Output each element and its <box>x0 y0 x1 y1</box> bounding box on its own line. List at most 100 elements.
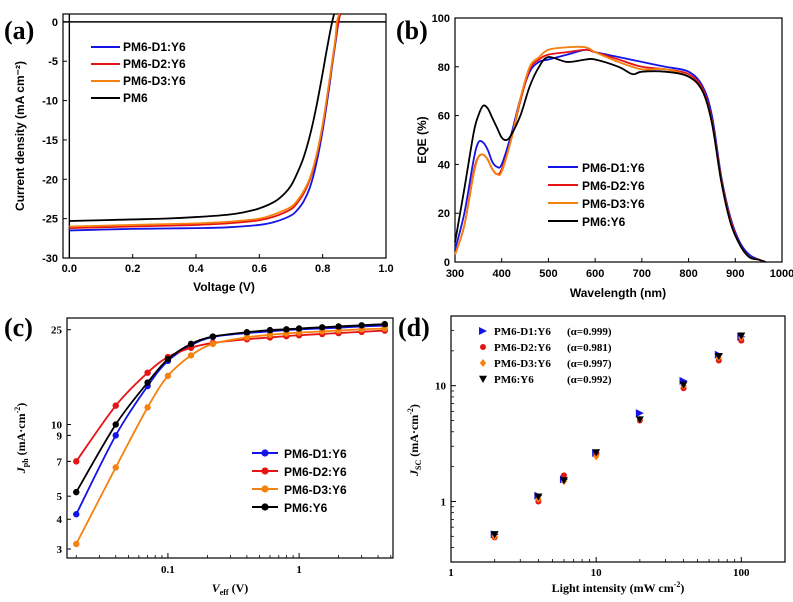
panel-a-y-tick-label: 0 <box>52 17 58 29</box>
panel-c-marker-pm6-y6 <box>335 323 342 330</box>
panel-d-x-axis-superscript: -2 <box>674 580 681 589</box>
panel-a-x-ticks: 0.0 0.2 0.4 0.6 0.8 1.0 <box>62 254 394 275</box>
panel-b-legend-label: PM6-D3:Y6 <box>582 197 645 211</box>
panel-d-legend: PM6-D1:Y6 (α=0.999) PM6-D2:Y6 (α=0.981) PM6-… <box>479 326 612 386</box>
panel-b-plot-frame <box>454 17 783 263</box>
panel-b-x-tick-label: 300 <box>446 268 464 280</box>
panel-c-y-axis-unit: (mA·cm <box>14 413 28 458</box>
panel-b-y-ticks: 0 20 40 60 80 100 <box>432 13 459 269</box>
panel-c-marker-pm6-y6 <box>358 322 365 329</box>
panel-b-x-tick-label: 700 <box>633 268 651 280</box>
panel-a-legend: PM6-D1:Y6 PM6-D2:Y6 PM6-D3:Y6 PM6 <box>91 40 186 105</box>
panel-a-x-tick-label: 1.0 <box>378 263 393 275</box>
panel-a-legend-label: PM6-D1:Y6 <box>123 40 186 54</box>
panel-c-marker-pm6-y6 <box>164 355 172 363</box>
panel-c-marker-pm6-y6 <box>187 340 195 348</box>
panel-c-marker-pm6-d3-y6 <box>381 325 388 332</box>
panel-b-curve-pm6-d1-y6 <box>454 48 766 263</box>
panel-c-marker-pm6-y6 <box>112 421 119 428</box>
panel-b-y-axis-title: EQE (%) <box>415 116 429 163</box>
panel-c-y-tick-label: 9 <box>57 430 63 442</box>
panel-a-curve-pm6 <box>69 13 335 222</box>
panel-b-label: (b) <box>396 16 428 45</box>
panel-b-x-tick-label: 500 <box>539 268 557 280</box>
panel-b-y-tick-label: 40 <box>438 159 450 171</box>
panel-d-legend-label: PM6-D3:Y6 <box>494 358 551 370</box>
panel-d-y-axis-close: ) <box>407 404 421 408</box>
panel-c-marker-pm6-d3-y6 <box>209 340 217 348</box>
panel-c-x-ticks: 0.1 1 <box>75 553 392 576</box>
panel-c-marker-pm6-y6 <box>73 488 80 496</box>
panel-b-x-tick-label: 400 <box>493 268 511 280</box>
panel-d-legend-marker <box>479 375 487 383</box>
panel-a-y-tick-label: -25 <box>42 214 58 226</box>
panel-b-y-tick-label: 80 <box>438 62 450 74</box>
panel-c-marker-pm6-d2-y6 <box>112 402 119 409</box>
panel-a-jv-curves: (a) 0.0 0.2 0.4 0.6 0.8 1.0 0 -5 -10 -15 -20 -25 -3… <box>4 13 394 294</box>
panel-c-legend-label: PM6-D1:Y6 <box>284 447 347 461</box>
panel-c-x-axis-symbol: V <box>212 581 221 595</box>
panel-c-legend: PM6-D1:Y6 PM6-D2:Y6 PM6-D3:Y6 PM6:Y6 <box>252 447 347 515</box>
panel-c-marker-pm6-d3-y6 <box>144 404 151 411</box>
panel-c-x-axis-title: Veff (V) <box>212 581 249 597</box>
panel-d-point-pm6-y6 <box>714 352 723 361</box>
panel-b-x-axis-title: Wavelength (nm) <box>570 286 666 300</box>
panel-a-x-tick-label: 0.6 <box>252 263 267 275</box>
panel-c-marker-pm6-d2-y6 <box>144 369 151 376</box>
panel-d-legend-alpha: (α=0.992) <box>567 374 612 386</box>
panel-c-x-tick-label: 1 <box>296 564 302 576</box>
panel-b-legend-label: PM6:Y6 <box>582 215 626 229</box>
panel-c-marker-pm6-d3-y6 <box>266 331 274 339</box>
panel-a-y-ticks: 0 -5 -10 -15 -20 -25 -30 <box>42 17 67 265</box>
panel-c-marker-pm6-y6 <box>243 329 251 336</box>
panel-a-x-tick-label: 0.0 <box>62 263 77 275</box>
panel-b-legend-label: PM6-D1:Y6 <box>582 161 645 175</box>
panel-d-x-axis-main: Light intensity (mW cm <box>552 581 674 595</box>
panel-d-legend-label: PM6-D1:Y6 <box>494 326 551 338</box>
panel-a-x-tick-label: 0.8 <box>315 263 330 275</box>
panel-d-point-pm6-y6 <box>559 477 568 485</box>
panel-a-label: (a) <box>4 16 34 45</box>
panel-c-y-tick-label: 3 <box>57 544 63 556</box>
panel-d-legend-marker <box>479 327 487 335</box>
panel-c-y-tick-label: 5 <box>57 491 63 503</box>
panel-d-label: (d) <box>398 313 430 342</box>
panel-c-label: (c) <box>4 313 33 342</box>
panel-a-plot-frame <box>62 13 387 259</box>
panel-b-legend-label: PM6-D2:Y6 <box>582 179 645 193</box>
panel-d-x-axis-title: Light intensity (mW cm-2) <box>552 580 685 595</box>
panel-c-marker-pm6-d1-y6 <box>112 432 119 439</box>
panel-a-y-axis-title: Current density (mA cm⁻²) <box>13 61 27 211</box>
panel-c-marker-pm6-d1-y6 <box>73 511 80 518</box>
panel-a-y-tick-label: -15 <box>42 135 58 147</box>
panel-c-y-axis-close: ) <box>14 403 28 407</box>
panel-d-x-tick-label: 10 <box>591 567 603 579</box>
panel-c-marker-pm6-d3-y6 <box>164 372 172 380</box>
panel-c-legend-label: PM6-D3:Y6 <box>284 483 347 497</box>
panel-a-x-axis-title: Voltage (V) <box>193 280 255 294</box>
panel-a-legend-label: PM6 <box>123 91 148 105</box>
panel-b-x-ticks: 300 400 500 600 700 800 900 1000 <box>446 258 793 280</box>
panel-c-series <box>73 320 388 548</box>
panel-a-y-tick-label: -30 <box>42 253 58 265</box>
panel-c-marker-pm6-y6 <box>209 333 217 340</box>
panel-a-legend-label: PM6-D2:Y6 <box>123 57 186 71</box>
panel-b-legend: PM6-D1:Y6 PM6-D2:Y6 PM6-D3:Y6 PM6:Y6 <box>548 161 645 229</box>
panel-c-legend-label: PM6:Y6 <box>284 501 328 515</box>
panel-c-marker-pm6-y6 <box>283 326 290 333</box>
panel-b-y-tick-label: 20 <box>438 208 450 220</box>
panel-d-y-tick-label: 1 <box>441 496 447 508</box>
panel-b-curve-pm6-d3-y6 <box>454 45 766 263</box>
panel-c-curve-pm6-d2-y6 <box>75 329 385 462</box>
panel-c-y-tick-label: 25 <box>51 325 63 337</box>
panel-d-plot-frame <box>450 315 786 563</box>
panel-d-point-pm6-y6 <box>737 332 746 340</box>
panel-c-marker-pm6-d3-y6 <box>243 334 251 341</box>
panel-b-x-tick-label: 900 <box>726 268 744 280</box>
panel-d-jsc-light: (d) 1 10 100 1 10 PM6-D1:Y6 (α=0.999) PM6-D2:… <box>398 313 786 595</box>
panel-a-y-tick-label: -5 <box>48 56 58 68</box>
panel-d-legend-marker <box>479 359 487 367</box>
panel-d-y-axis-superscript: -2 <box>406 408 415 415</box>
